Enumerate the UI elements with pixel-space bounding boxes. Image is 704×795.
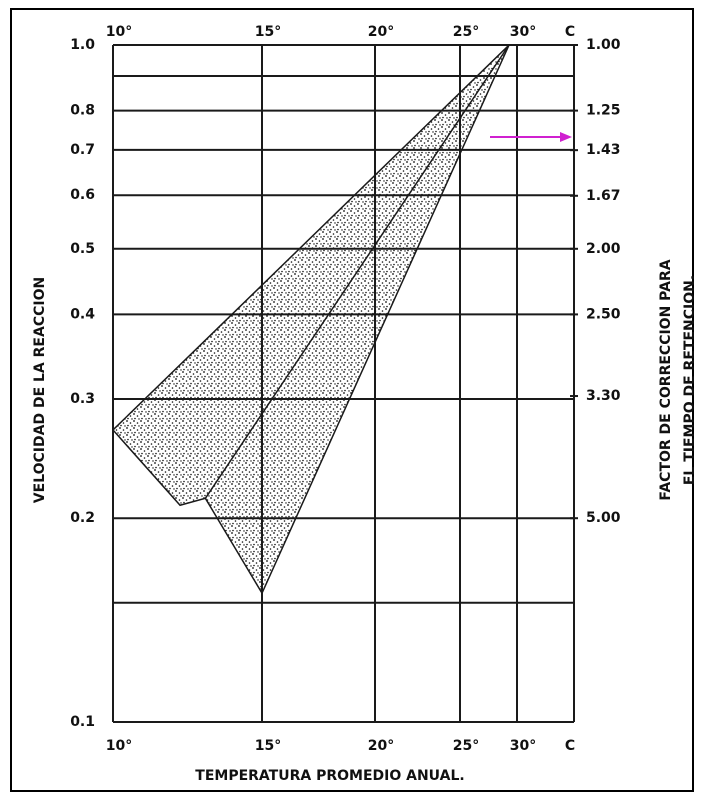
x-tick-label: 20°: [368, 738, 394, 754]
y2-axis-label: EL TIEMPO DE RETENCION.: [682, 275, 698, 485]
y2-tick-label: 1.25: [586, 103, 621, 119]
x-tick-label-top: 20°: [368, 24, 394, 40]
shaded-region: [111, 44, 510, 595]
y2-tick-label: 2.50: [586, 306, 621, 322]
y-tick-label: 0.6: [70, 187, 95, 203]
y2-tick-label: 5.00: [586, 510, 621, 526]
y2-axis-label: FACTOR DE CORRECCION PARA: [658, 259, 674, 500]
y-axis-label: VELOCIDAD DE LA REACCION: [32, 277, 48, 503]
y2-tick-label: 1.43: [586, 142, 621, 158]
x-tick-label: 30°: [510, 738, 536, 754]
y2-tick-label: 3.30: [586, 388, 621, 404]
y-tick-label: 0.2: [70, 510, 95, 526]
x-tick-label-top: 15°: [255, 24, 281, 40]
y-tick-label: 0.4: [70, 306, 95, 322]
y2-tick-label: 1.67: [586, 188, 621, 204]
y2-tick-label: 1.00: [586, 37, 621, 53]
divider-line: [204, 44, 510, 499]
x-tick-label: 15°: [255, 738, 281, 754]
x-unit: C: [565, 738, 575, 754]
y-tick-label: 0.1: [70, 714, 95, 730]
y2-tick-label: 2.00: [586, 241, 621, 257]
arrow-head: [560, 132, 572, 142]
x-tick-label: 10°: [106, 738, 132, 754]
x-tick-label-top: 10°: [106, 24, 132, 40]
y-tick-label: 0.5: [70, 241, 95, 257]
x-tick-label-top: 25°: [453, 24, 479, 40]
frame: [10, 8, 694, 792]
plot: 0.1 0.2 0.3 0.4 0.5 0.6 0.7 0.8 1.0 1.00 1.25 1.43 1…: [70, 24, 621, 754]
y-tick-label: 0.8: [70, 103, 95, 119]
x-tick-label-top: 30°: [510, 24, 536, 40]
x-unit: C: [565, 24, 575, 40]
x-axis-label: TEMPERATURA PROMEDIO ANUAL.: [195, 768, 464, 784]
y-tick-label: 1.0: [70, 37, 95, 53]
y-tick-label: 0.7: [70, 142, 95, 158]
y-tick-label: 0.3: [70, 391, 95, 407]
x-tick-label: 25°: [453, 738, 479, 754]
